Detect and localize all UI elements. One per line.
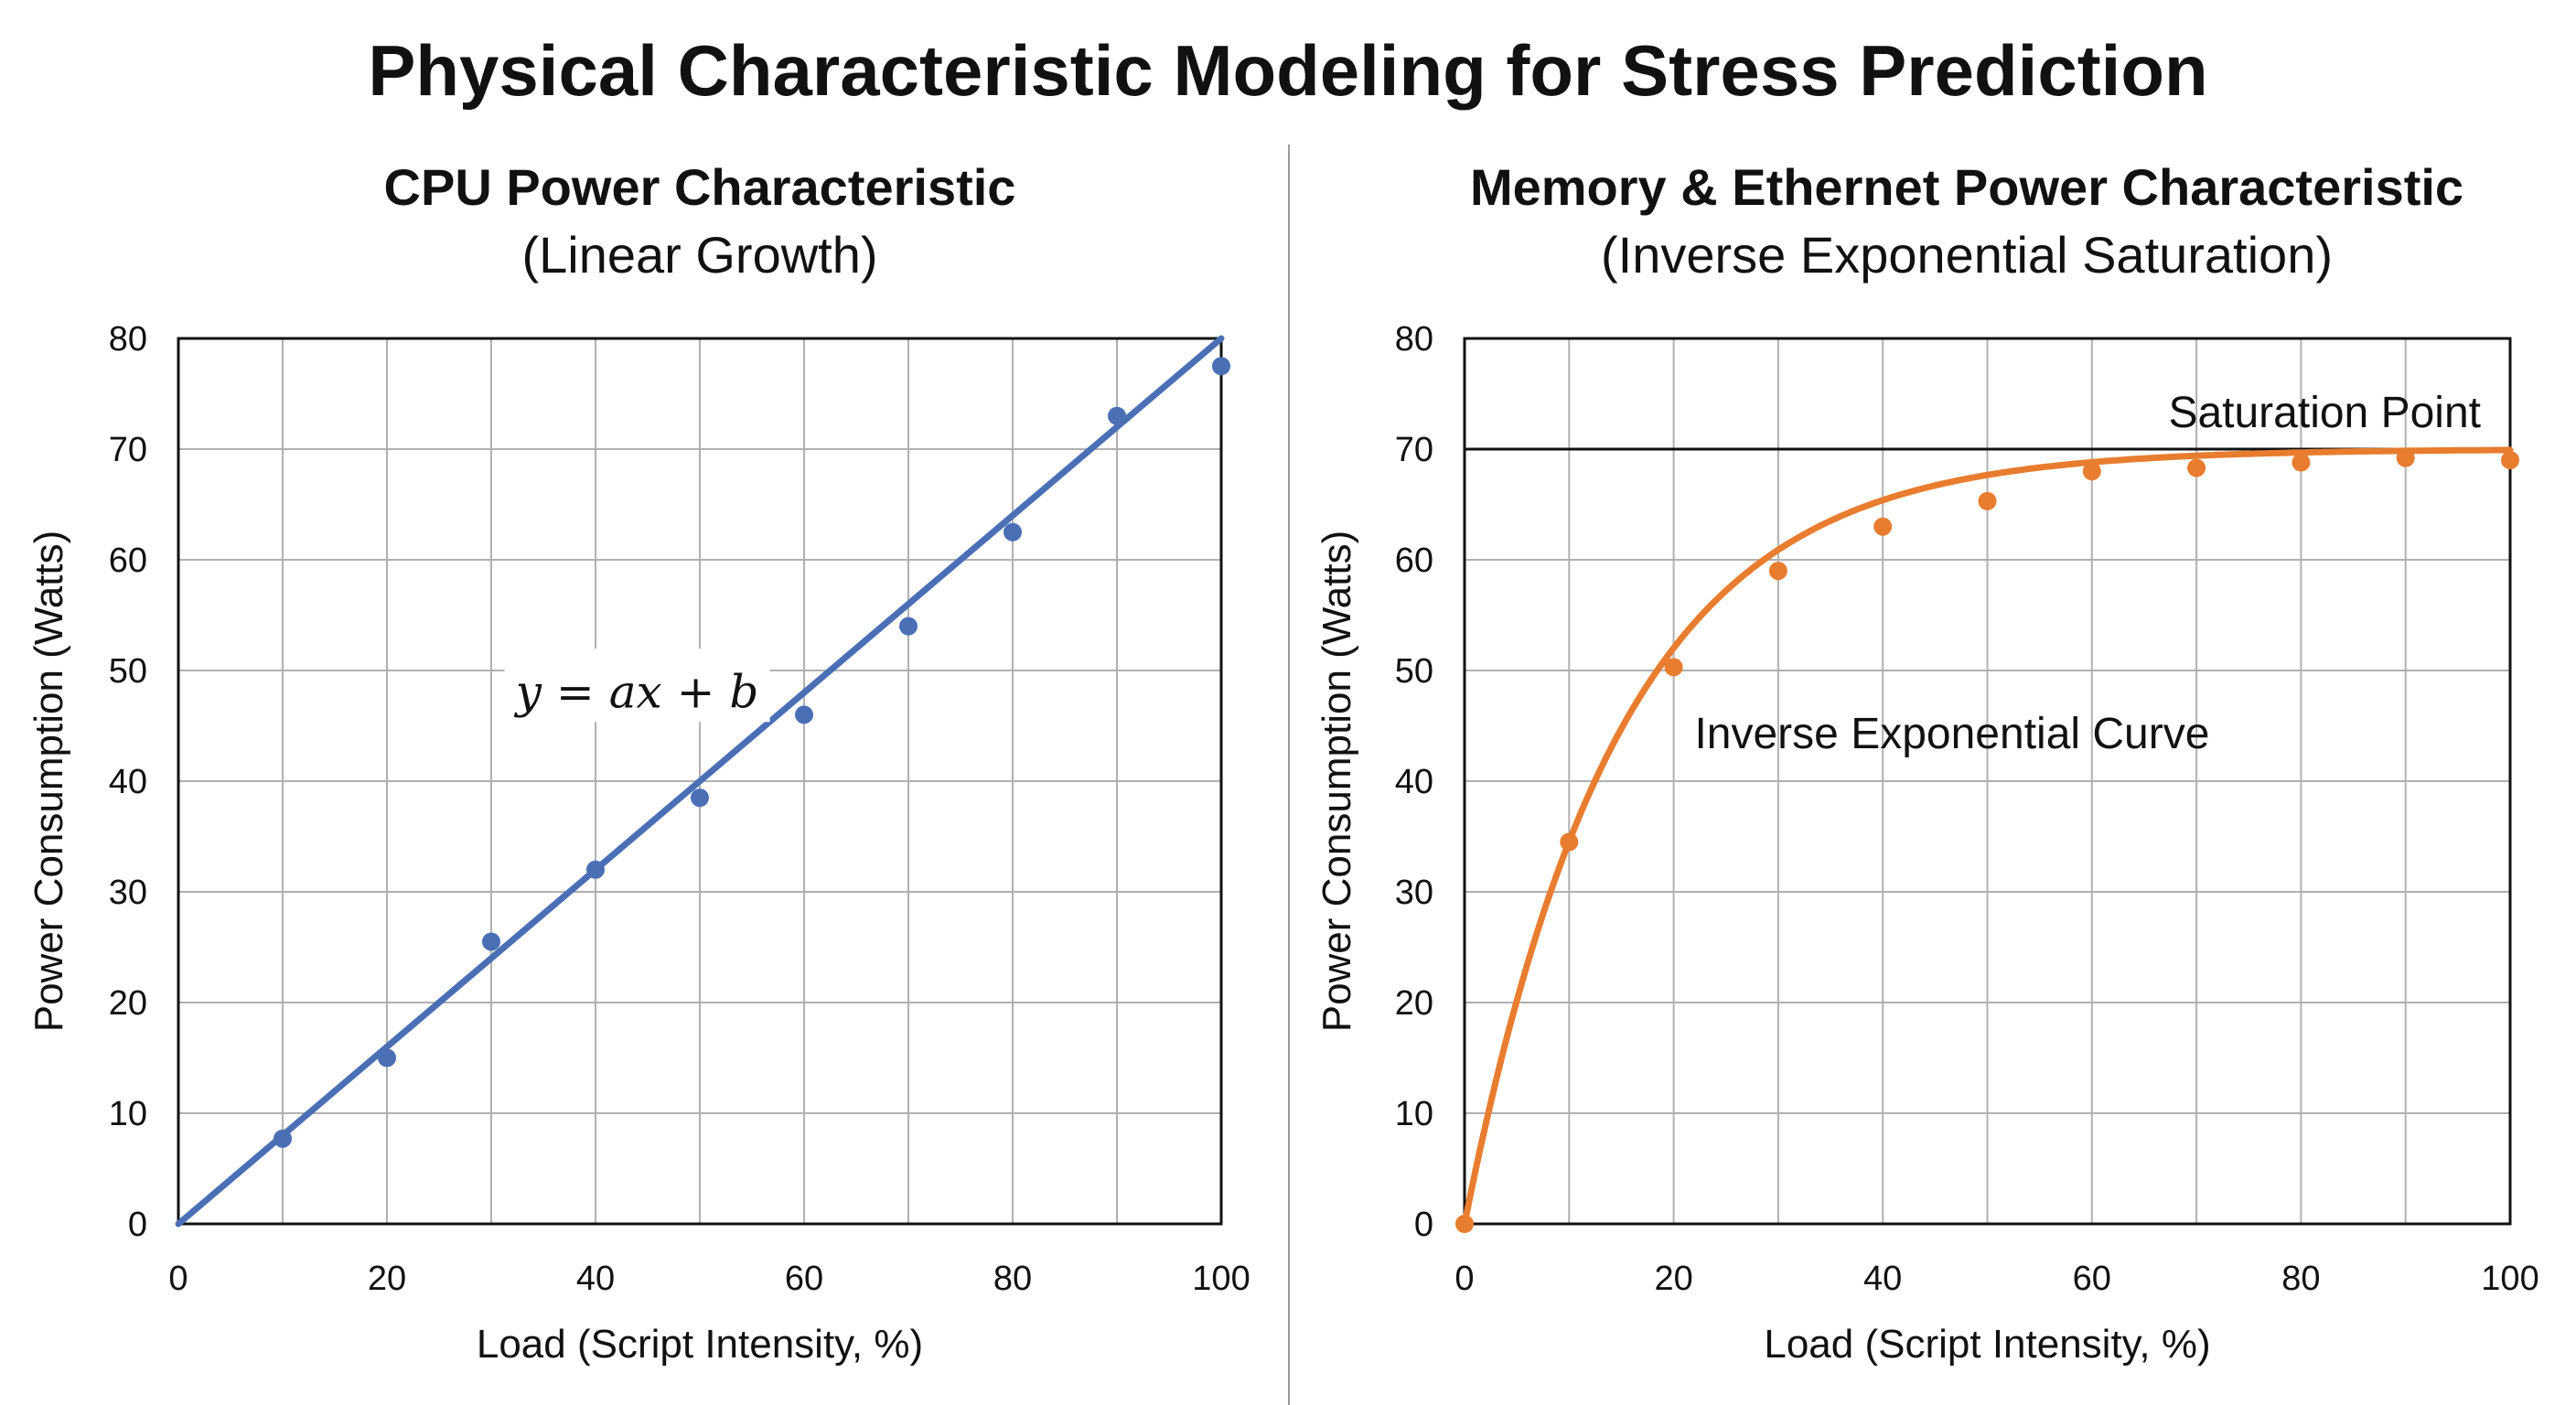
- data-point: [2396, 448, 2415, 467]
- equation-background: [504, 649, 770, 723]
- data-point: [2292, 453, 2311, 472]
- chart-mem: 0 20 40 60 80 100 0 10 20 30 40 50 60 70 80 Load (Scrip…: [1315, 320, 2539, 1367]
- chart-right-subtitle: (Inverse Exponential Saturation): [1601, 226, 2333, 284]
- x-tick-label: 60: [785, 1260, 823, 1298]
- data-point: [691, 788, 709, 808]
- y-tick-label: 70: [109, 431, 147, 469]
- fit-curve: [1461, 446, 2514, 1228]
- data-point: [2501, 451, 2519, 470]
- data-point: [1664, 658, 1683, 677]
- x-tick-label: 100: [2481, 1260, 2538, 1298]
- x-tick-label: 40: [576, 1260, 615, 1298]
- y-tick-label: 10: [109, 1095, 147, 1133]
- data-point: [2187, 458, 2206, 477]
- plot-frame: [177, 337, 1223, 1226]
- fit-line: [175, 335, 1225, 1228]
- x-tick-label: 100: [1192, 1260, 1250, 1298]
- page-title: Physical Characteristic Modeling for Str…: [368, 30, 2208, 111]
- x-tick-label: 0: [1454, 1260, 1474, 1298]
- y-tick-label: 70: [1395, 431, 1433, 469]
- data-point: [899, 617, 918, 636]
- y-tick-label: 80: [1395, 320, 1433, 359]
- y-tick-label: 80: [109, 320, 147, 359]
- y-tick-label: 50: [1395, 652, 1433, 691]
- data-point: [1978, 491, 1997, 510]
- x-tick-label: 20: [368, 1260, 406, 1298]
- y-tick-label: 20: [1395, 984, 1433, 1023]
- x-tick-label: 80: [2281, 1260, 2320, 1298]
- y-tick-label: 10: [1395, 1095, 1433, 1133]
- data-point: [1873, 517, 1893, 536]
- x-tick-label: 20: [1654, 1260, 1692, 1298]
- data-point: [1455, 1215, 1474, 1233]
- fit-equation: y = ax + b: [514, 665, 759, 718]
- x-axis-label: Load (Script Intensity, %): [477, 1322, 923, 1367]
- data-point: [1108, 406, 1126, 425]
- y-axis-label: Power Consumption (Watts): [27, 531, 71, 1033]
- y-tick-label: 30: [1395, 874, 1433, 912]
- x-tick-label: 40: [1863, 1260, 1902, 1298]
- y-tick-label: 60: [109, 542, 147, 580]
- y-tick-label: 0: [1414, 1206, 1433, 1244]
- chart-left-subtitle: (Linear Growth): [521, 226, 878, 284]
- data-point: [2082, 462, 2101, 481]
- x-tick-label: 80: [993, 1260, 1032, 1298]
- data-point: [482, 932, 500, 951]
- data-point: [1004, 522, 1022, 542]
- data-point: [1768, 562, 1787, 581]
- y-tick-label: 50: [109, 652, 147, 691]
- data-point: [1212, 357, 1230, 376]
- saturation-label: Saturation Point: [2168, 389, 2481, 437]
- data-point: [586, 860, 605, 879]
- data-point: [795, 705, 813, 724]
- x-axis-label: Load (Script Intensity, %): [1764, 1322, 2210, 1367]
- chart-cpu: 0 20 40 60 80 100 0 10 20 30 40 50 60 70 80 Load (Scrip…: [27, 320, 1250, 1367]
- y-tick-label: 30: [109, 874, 147, 912]
- chart-left-title: CPU Power Characteristic: [383, 158, 1016, 216]
- y-tick-label: 40: [1395, 763, 1433, 801]
- chart-right-heading: Memory & Ethernet Power Characteristic (…: [1372, 154, 2561, 289]
- y-tick-label: 40: [109, 763, 147, 801]
- panel-divider: [1288, 145, 1290, 1405]
- y-tick-label: 20: [109, 984, 147, 1023]
- y-tick-label: 60: [1395, 542, 1433, 580]
- x-tick-label: 60: [2073, 1260, 2111, 1298]
- data-point: [274, 1129, 292, 1148]
- chart-left-heading: CPU Power Characteristic (Linear Growth): [178, 154, 1221, 289]
- chart-right-title: Memory & Ethernet Power Characteristic: [1469, 158, 2464, 216]
- y-tick-label: 0: [128, 1206, 147, 1244]
- y-axis-label: Power Consumption (Watts): [1315, 531, 1359, 1033]
- x-tick-label: 0: [168, 1260, 188, 1298]
- data-point: [1560, 832, 1579, 852]
- data-point: [378, 1048, 396, 1067]
- plot-frame: [1463, 337, 2512, 1226]
- curve-label: Inverse Exponential Curve: [1694, 710, 2209, 758]
